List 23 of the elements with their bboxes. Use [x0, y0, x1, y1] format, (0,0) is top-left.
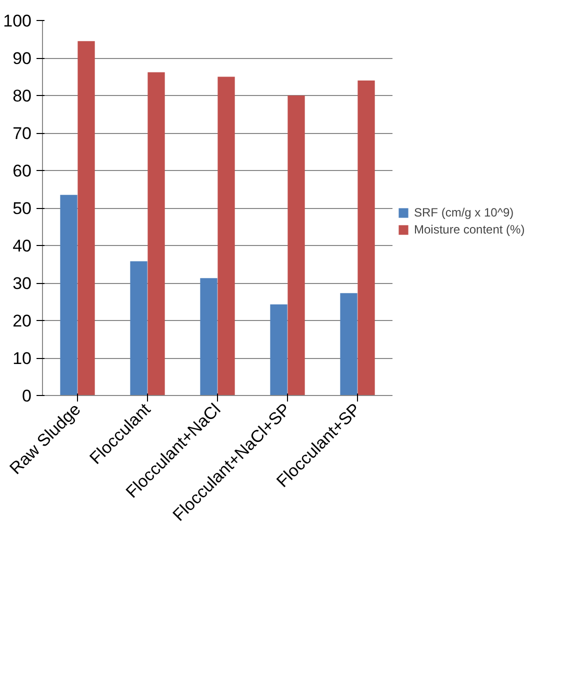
bar: [78, 41, 95, 396]
bar: [218, 76, 235, 396]
y-tick-label: 60: [12, 162, 32, 180]
bar: [270, 304, 288, 396]
y-tick-label: 30: [12, 274, 32, 293]
y-tick-label: 10: [12, 349, 32, 368]
bar: [288, 96, 305, 396]
bar: [60, 194, 78, 396]
y-tick-label: 70: [12, 124, 32, 143]
y-tick-label: 40: [12, 236, 32, 256]
bar: [130, 261, 148, 396]
y-tick-label: 80: [12, 86, 32, 106]
y-tick-label: 0: [22, 386, 32, 406]
bar: [148, 72, 165, 396]
bar: [340, 293, 358, 396]
y-tick-label: 100: [3, 12, 32, 30]
bar: [358, 80, 375, 396]
y-tick-label: 20: [12, 312, 32, 330]
y-tick-label: 90: [12, 49, 32, 68]
y-tick-label: 50: [12, 199, 32, 218]
legend-label: SRF (cm/g x 10^9): [414, 205, 514, 219]
legend-label: Moisture content (%): [414, 222, 525, 236]
bar: [200, 278, 218, 396]
